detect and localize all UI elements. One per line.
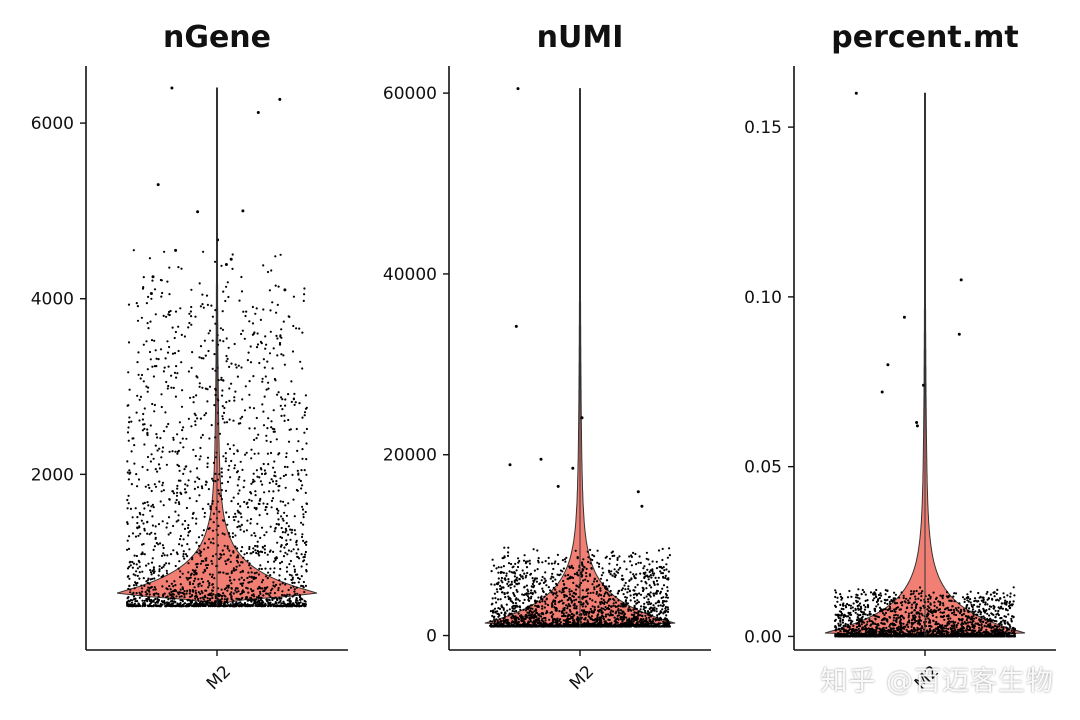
panel-title: nGene: [163, 20, 271, 55]
outlier-point: [508, 463, 512, 467]
outlier-point: [174, 248, 178, 252]
watermark: 知乎 @百迈客生物: [820, 666, 1054, 697]
y-tick-label: 0.00: [744, 627, 782, 647]
outlier-point: [241, 209, 245, 213]
y-tick-label: 60000: [383, 84, 437, 104]
y-tick-label: 0.10: [744, 288, 782, 308]
outlier-point: [886, 363, 890, 367]
outlier-point: [196, 210, 200, 214]
y-tick-label: 0: [426, 627, 437, 647]
outlier-point: [854, 91, 858, 95]
y-tick-label: 4000: [31, 290, 74, 310]
outlier-point: [170, 86, 174, 90]
outlier-point: [229, 257, 233, 261]
outlier-point: [957, 332, 961, 336]
panel-title: nUMI: [537, 20, 624, 55]
outlier-point: [516, 87, 520, 91]
outlier-point: [959, 278, 963, 282]
y-tick-label: 0.15: [744, 118, 782, 138]
outlier-point: [880, 390, 884, 394]
outlier-point: [922, 383, 925, 387]
outlier-point: [636, 490, 640, 494]
outlier-point: [915, 421, 919, 424]
outlier-point: [514, 324, 518, 328]
jitter-points: [126, 249, 309, 608]
outlier-point: [151, 275, 155, 279]
outlier-point: [224, 263, 228, 266]
y-tick-label: 2000: [31, 465, 74, 485]
outlier-point: [149, 292, 153, 295]
outlier-point: [539, 457, 543, 461]
outlier-point: [580, 416, 584, 420]
outlier-point: [640, 504, 644, 508]
jitter-points: [833, 586, 1017, 638]
outlier-point: [556, 484, 560, 488]
y-tick-label: 6000: [31, 114, 74, 134]
outlier-point: [902, 315, 906, 319]
outlier-point: [283, 288, 287, 292]
y-tick-label: 40000: [383, 265, 437, 285]
outlier-point: [278, 97, 282, 101]
outlier-point: [915, 424, 919, 428]
jitter-points: [489, 546, 672, 628]
outlier-point: [256, 111, 260, 114]
x-category-label: M2: [203, 662, 235, 694]
outlier-point: [156, 183, 160, 187]
y-tick-label: 0.05: [744, 458, 782, 478]
y-tick-label: 20000: [383, 446, 437, 466]
outlier-point: [571, 466, 575, 470]
panel-title: percent.mt: [831, 20, 1018, 55]
x-category-label: M2: [566, 662, 598, 694]
